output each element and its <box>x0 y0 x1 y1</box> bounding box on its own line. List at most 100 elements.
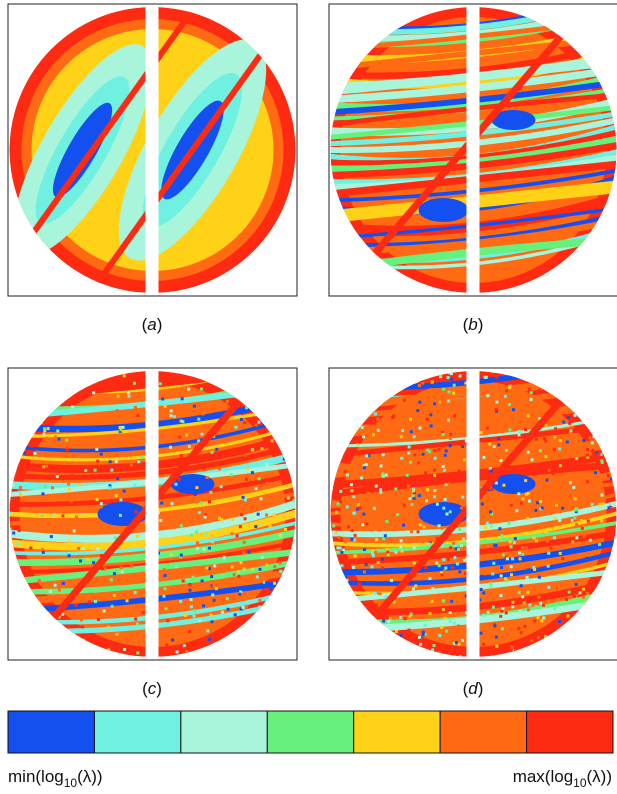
speckle <box>43 427 46 430</box>
speckle <box>100 453 103 456</box>
speckle <box>502 560 505 563</box>
speckle <box>261 556 264 559</box>
speckle <box>510 504 513 507</box>
speckle <box>56 429 59 432</box>
speckle <box>429 543 432 546</box>
speckle <box>526 591 529 594</box>
speckle <box>204 534 207 537</box>
speckle <box>92 561 95 564</box>
speckle <box>547 586 550 589</box>
speckle <box>582 588 585 591</box>
speckle <box>429 419 432 422</box>
speckle <box>352 566 355 569</box>
speckle <box>238 593 241 596</box>
speckle <box>134 591 137 594</box>
speckle <box>420 392 423 395</box>
speckle <box>16 542 19 545</box>
speckle <box>119 426 122 429</box>
speckle <box>211 540 214 543</box>
speckle <box>95 448 98 451</box>
speckle <box>171 502 174 505</box>
speckle <box>268 525 271 528</box>
speckle <box>458 470 461 473</box>
speckle <box>588 436 591 439</box>
speckle <box>542 616 545 619</box>
speckle <box>524 479 527 482</box>
speckle <box>545 424 548 427</box>
speckle <box>41 514 44 517</box>
speckle <box>358 506 361 509</box>
speckle <box>34 434 37 437</box>
speckle <box>68 540 71 543</box>
speckle <box>547 565 550 568</box>
speckle <box>527 568 530 571</box>
speckle <box>134 618 137 621</box>
speckle <box>279 535 282 538</box>
speckle <box>433 620 436 623</box>
speckle <box>445 630 448 633</box>
colorbar-swatch <box>440 711 526 753</box>
speckle <box>66 545 69 548</box>
speckle <box>500 574 503 577</box>
speckle <box>354 534 357 537</box>
speckle <box>210 613 213 616</box>
speckle <box>395 630 398 633</box>
speckle <box>249 481 252 484</box>
speckle <box>534 605 537 608</box>
speckle <box>251 471 254 474</box>
speckle <box>495 636 498 639</box>
speckle <box>499 615 502 618</box>
speckle <box>601 461 604 464</box>
speckle <box>88 600 91 603</box>
speckle <box>195 486 198 489</box>
speckle <box>490 524 493 527</box>
speckle <box>100 502 103 505</box>
speckle <box>390 579 393 582</box>
speckle <box>159 382 162 385</box>
speckle <box>197 418 200 421</box>
caption-part: ) <box>478 315 484 334</box>
speckle <box>119 514 122 517</box>
speckle <box>539 449 542 452</box>
speckle <box>482 643 485 646</box>
speckle <box>449 611 452 614</box>
speckle <box>211 620 214 623</box>
speckle <box>265 514 268 517</box>
speckle <box>163 568 166 571</box>
speckle <box>208 500 211 503</box>
speckle <box>265 463 268 466</box>
speckle <box>535 540 538 543</box>
speckle <box>231 532 234 535</box>
speckle <box>382 620 385 623</box>
speckle <box>58 589 61 592</box>
speckle <box>68 488 71 491</box>
speckle <box>202 604 205 607</box>
speckle <box>70 499 73 502</box>
speckle <box>445 483 448 486</box>
speckle <box>482 614 485 617</box>
speckle <box>164 574 167 577</box>
speckle <box>172 572 175 575</box>
speckle <box>424 471 427 474</box>
speckle <box>575 464 578 467</box>
speckle <box>78 501 81 504</box>
speckle <box>518 551 521 554</box>
speckle <box>582 447 585 450</box>
speckle <box>170 414 173 417</box>
speckle <box>205 566 208 569</box>
label-part: min(log <box>8 767 64 786</box>
speckle <box>166 619 169 622</box>
speckle <box>425 499 428 502</box>
speckle <box>555 504 558 507</box>
speckle <box>111 605 114 608</box>
speckle <box>460 506 463 509</box>
speckle <box>120 566 123 569</box>
speckle <box>367 492 370 495</box>
speckle <box>453 556 456 559</box>
speckle <box>122 426 125 429</box>
speckle <box>546 539 549 542</box>
speckle <box>251 568 254 571</box>
speckle <box>486 522 489 525</box>
speckle <box>404 617 407 620</box>
speckle <box>502 583 505 586</box>
